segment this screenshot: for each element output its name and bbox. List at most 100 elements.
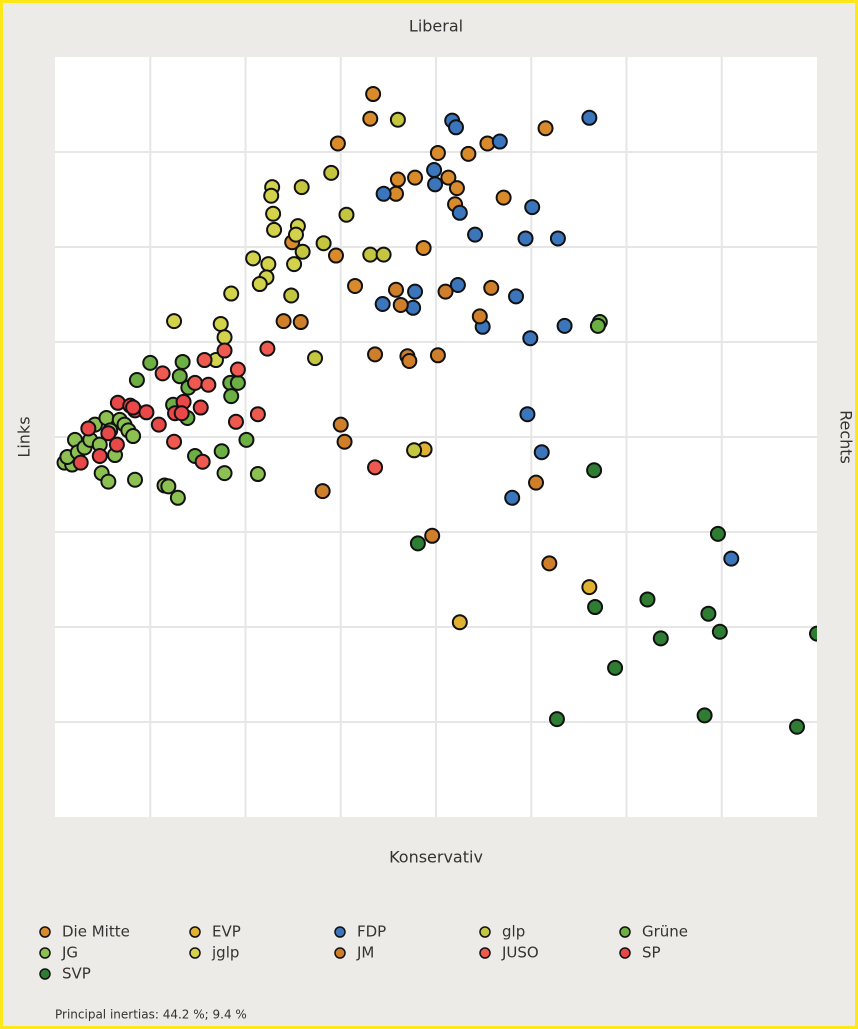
legend-label: JG bbox=[61, 944, 78, 962]
point bbox=[495, 189, 512, 206]
point bbox=[424, 527, 441, 544]
point bbox=[138, 404, 155, 421]
point bbox=[504, 489, 521, 506]
point bbox=[522, 330, 539, 347]
point bbox=[315, 235, 332, 252]
legend-swatch bbox=[619, 926, 631, 938]
point bbox=[336, 433, 353, 450]
point bbox=[212, 315, 229, 332]
point bbox=[238, 431, 255, 448]
point bbox=[639, 591, 656, 608]
point bbox=[259, 340, 276, 357]
point bbox=[483, 279, 500, 296]
point bbox=[287, 226, 304, 243]
legend-label: JUSO bbox=[501, 944, 539, 962]
point bbox=[426, 162, 443, 179]
point bbox=[389, 171, 406, 188]
point bbox=[589, 317, 606, 334]
point bbox=[216, 342, 233, 359]
legend-label: jglp bbox=[211, 944, 239, 962]
point bbox=[407, 283, 424, 300]
point bbox=[251, 276, 268, 293]
point bbox=[323, 164, 340, 181]
point bbox=[517, 230, 534, 247]
point bbox=[519, 406, 536, 423]
point bbox=[548, 711, 565, 728]
point bbox=[652, 630, 669, 647]
legend-label: Grüne bbox=[642, 923, 688, 941]
point bbox=[607, 659, 624, 676]
point bbox=[467, 226, 484, 243]
point bbox=[223, 388, 240, 405]
point bbox=[307, 350, 324, 367]
point bbox=[142, 354, 159, 371]
point bbox=[427, 176, 444, 193]
point bbox=[709, 525, 726, 542]
point bbox=[192, 399, 209, 416]
legend-swatch bbox=[39, 968, 51, 980]
point bbox=[154, 365, 171, 382]
point bbox=[362, 110, 379, 127]
point bbox=[362, 246, 379, 263]
footnote: Principal inertias: 44.2 %; 9.4 % bbox=[55, 1008, 247, 1022]
point bbox=[150, 416, 167, 433]
point bbox=[127, 471, 144, 488]
point bbox=[471, 308, 488, 325]
point bbox=[166, 433, 183, 450]
legend-swatch bbox=[189, 926, 201, 938]
point bbox=[809, 625, 817, 642]
point bbox=[229, 361, 246, 378]
point bbox=[587, 599, 604, 616]
point bbox=[249, 466, 266, 483]
point bbox=[392, 296, 409, 313]
legend-swatch bbox=[334, 947, 346, 959]
right-label: Rechts bbox=[837, 410, 856, 464]
left-label: Links bbox=[15, 416, 34, 457]
point bbox=[125, 399, 142, 416]
point bbox=[327, 247, 344, 264]
point bbox=[723, 550, 740, 567]
point bbox=[429, 347, 446, 364]
point bbox=[375, 185, 392, 202]
point bbox=[223, 285, 240, 302]
point bbox=[216, 329, 233, 346]
point bbox=[448, 119, 465, 136]
point bbox=[286, 256, 303, 273]
point bbox=[160, 478, 177, 495]
point bbox=[367, 346, 384, 363]
top-label: Liberal bbox=[409, 17, 463, 36]
point bbox=[581, 109, 598, 126]
point bbox=[292, 314, 309, 331]
point bbox=[200, 376, 217, 393]
bottom-label: Konservativ bbox=[389, 848, 483, 867]
point bbox=[91, 448, 108, 464]
point bbox=[429, 144, 446, 161]
point bbox=[491, 133, 508, 150]
point bbox=[460, 145, 477, 162]
point bbox=[374, 296, 391, 312]
point bbox=[451, 204, 468, 221]
point bbox=[448, 180, 465, 197]
point bbox=[293, 179, 310, 196]
point bbox=[187, 374, 204, 391]
point bbox=[196, 352, 213, 369]
point bbox=[169, 489, 186, 506]
point bbox=[409, 535, 426, 552]
point bbox=[265, 205, 282, 222]
point bbox=[549, 230, 566, 247]
point bbox=[347, 277, 364, 294]
point bbox=[524, 199, 541, 216]
point bbox=[229, 374, 246, 391]
point bbox=[387, 281, 404, 298]
point bbox=[556, 317, 573, 334]
legend-swatch bbox=[189, 947, 201, 959]
point bbox=[294, 243, 311, 260]
legend-swatch bbox=[39, 926, 51, 938]
point bbox=[128, 372, 145, 388]
point bbox=[528, 474, 545, 491]
point bbox=[263, 187, 280, 204]
legend-swatch bbox=[334, 926, 346, 938]
point bbox=[700, 605, 717, 622]
